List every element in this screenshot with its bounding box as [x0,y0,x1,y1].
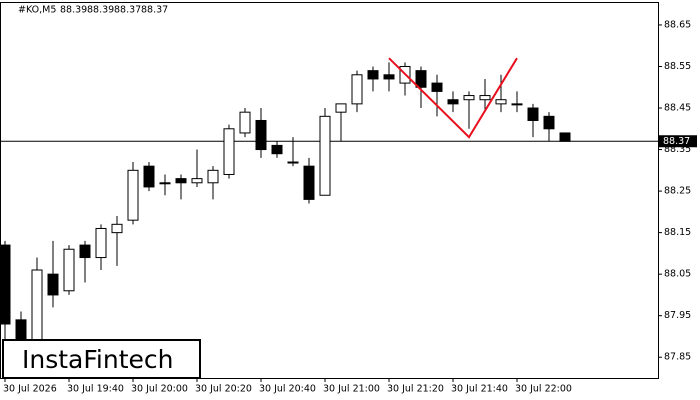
candle-body [351,74,363,105]
logo-box [2,339,201,379]
ohlc-close: 88.37 [141,5,168,16]
candle-body [543,115,555,130]
y-tick-label: 88.35 [664,144,691,155]
candle-body [159,182,171,185]
y-tick-label: 88.65 [664,19,691,30]
candle-body [303,165,315,200]
y-tick-label: 87.95 [664,310,691,321]
candle-body [511,103,523,106]
y-tick-label: 88.15 [664,227,691,238]
y-tick-label: 88.55 [664,61,691,72]
chart-title: #KO,M5 [18,5,56,16]
ohlc-open: 88.39 [60,5,87,16]
x-tick-label: 30 Jul 21:40 [451,384,508,395]
price-label: 88.37 [663,136,690,147]
candle-body [319,115,331,196]
candle-body [239,111,251,134]
price-label-box [659,135,697,148]
candle-body [47,273,59,296]
candle-body [223,128,235,175]
candle-body [431,82,443,92]
plot-frame [0,2,659,379]
candle-body [143,165,155,188]
y-tick-label: 88.45 [664,103,691,114]
x-tick-label: 30 Jul 20:00 [131,384,188,395]
candle-body [207,169,219,184]
candle-body [495,99,507,105]
candle-body [127,169,139,221]
candle-body [175,178,187,184]
candle-body [415,70,427,88]
candle-body [0,244,11,325]
candle-body [191,178,203,184]
candle-body [255,119,267,151]
candle-body [111,223,123,234]
candle-body [335,103,347,113]
x-tick-label: 30 Jul 19:40 [67,384,124,395]
candle-body [287,161,299,164]
y-tick-label: 88.05 [664,269,691,280]
x-tick-label: 30 Jul 20:20 [195,384,252,395]
candle-body [63,248,75,292]
ohlc-low: 88.37 [114,5,141,16]
candle-body [559,132,571,142]
candle-body [447,99,459,105]
y-tick-label: 88.25 [664,186,691,197]
candle-body [79,244,91,259]
x-tick-label: 30 Jul 20:40 [259,384,316,395]
candle-body [31,269,43,346]
ohlc-high: 88.39 [87,5,114,16]
candle-body [95,227,107,259]
pattern-line [388,57,518,139]
x-tick-label: 30 Jul 2026 [3,384,57,395]
x-tick-label: 30 Jul 21:00 [323,384,380,395]
candle-body [367,70,379,80]
candle-body [479,95,491,101]
candle-body [383,74,395,80]
y-tick-label: 87.85 [664,352,691,363]
x-tick-label: 30 Jul 22:00 [515,384,572,395]
x-tick-label: 30 Jul 21:20 [387,384,444,395]
candle-body [463,95,475,101]
logo: InstaFintech [22,345,174,374]
candle-body [271,144,283,155]
candle-body [527,107,539,121]
